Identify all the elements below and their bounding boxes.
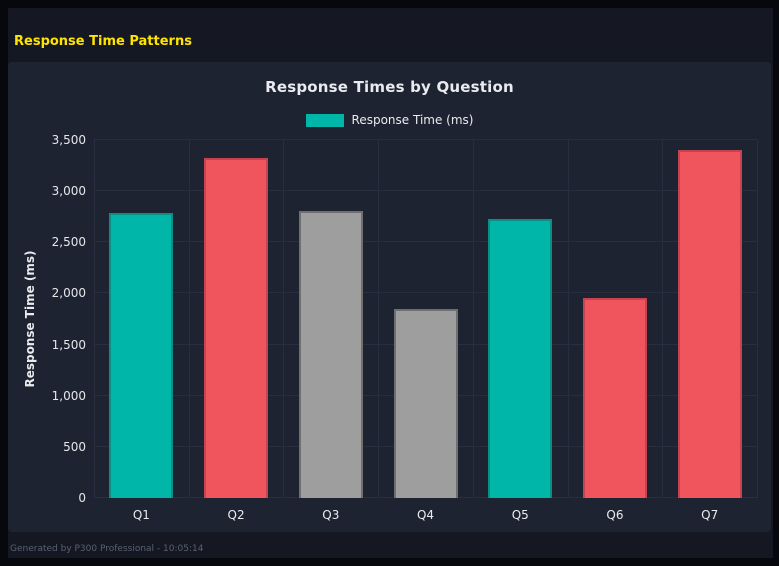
gridline-horizontal: [94, 241, 757, 243]
x-axis: Q1 Q2 Q3 Q4 Q5 Q6 Q7: [94, 498, 757, 532]
bar-q7: [677, 150, 742, 498]
chart-title: Response Times by Question: [265, 78, 514, 96]
y-tick-label: 3,000: [51, 184, 86, 199]
y-axis-title-column: Response Time (ms): [18, 140, 42, 498]
chart-area: Response Time (ms) 0 500 1,000 1,500 2,000 2,…: [18, 133, 761, 505]
gridline-vertical: [378, 140, 380, 498]
y-tick-label: 3,500: [51, 133, 86, 147]
y-tick-label: 0: [78, 491, 86, 505]
chart-panel: Response Times by Question Response Time…: [8, 62, 771, 532]
chart-legend[interactable]: Response Time (ms): [18, 112, 761, 128]
x-tick-label-q7: Q7: [701, 508, 719, 522]
page: Response Time Patterns Response Times by…: [8, 8, 773, 558]
y-axis-title: Response Time (ms): [23, 250, 37, 388]
x-tick-label-q3: Q3: [322, 508, 340, 522]
gridline-vertical: [188, 140, 190, 498]
x-tick-label-q1: Q1: [132, 508, 150, 522]
plot-area: [94, 139, 758, 498]
gridline-horizontal: [94, 190, 757, 192]
gridline-horizontal: [94, 292, 757, 294]
footer-text: Generated by P300 Professional - 10:05:1…: [10, 544, 204, 554]
bar-q5: [488, 219, 553, 498]
y-tick-label: 1,000: [51, 388, 86, 403]
y-axis: 0 500 1,000 1,500 2,000 2,500 3,000 3,500: [42, 133, 94, 505]
gridline-vertical: [662, 140, 664, 498]
legend-label: Response Time (ms): [351, 113, 474, 127]
gridline-vertical: [472, 140, 474, 498]
bar-q6: [582, 298, 647, 498]
legend-swatch: [305, 113, 344, 127]
x-tick-label-q4: Q4: [416, 508, 435, 522]
gridline-vertical: [283, 140, 285, 498]
y-tick-label: 2,000: [51, 286, 86, 301]
bar-q4: [393, 309, 458, 498]
x-tick-label-q2: Q2: [227, 508, 245, 522]
bar-q1: [109, 212, 174, 498]
gridline-vertical: [757, 140, 758, 498]
y-tick-label: 2,500: [51, 235, 86, 250]
gridline-horizontal: [94, 139, 757, 140]
bar-q3: [298, 211, 363, 498]
x-tick-label-q5: Q5: [511, 508, 529, 522]
y-tick-label: 500: [63, 439, 86, 454]
x-tick-label-q6: Q6: [606, 508, 624, 522]
gridline-vertical: [94, 140, 95, 498]
page-title: Response Time Patterns: [14, 34, 192, 49]
bar-q2: [204, 158, 269, 498]
y-tick-label: 1,500: [51, 337, 86, 352]
gridline-vertical: [567, 140, 569, 498]
